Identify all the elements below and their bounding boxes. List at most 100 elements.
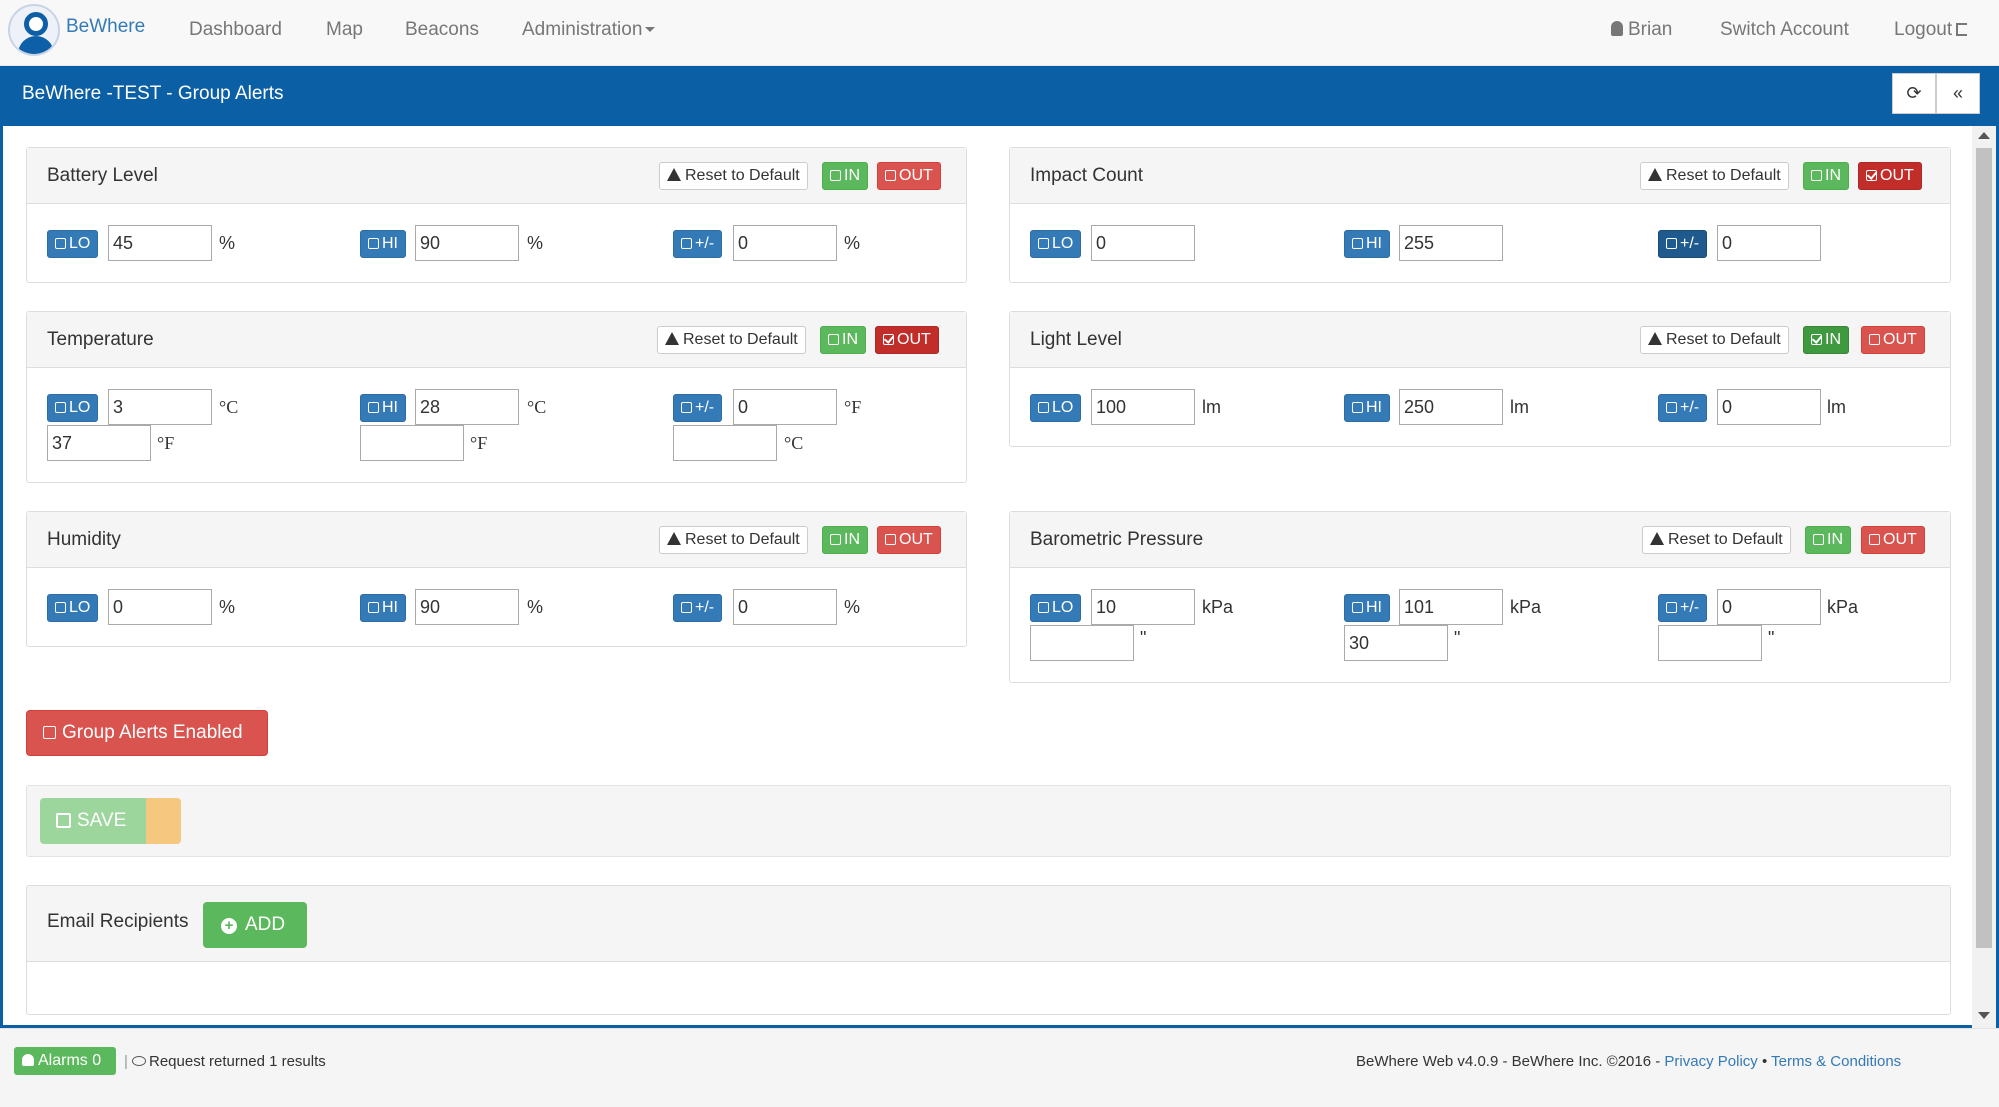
pm-toggle[interactable]: +/- bbox=[1658, 594, 1708, 622]
alarms-button[interactable]: Alarms 0 bbox=[14, 1047, 116, 1075]
hi-input[interactable]: 101 bbox=[1399, 589, 1503, 625]
lo-inches-input[interactable] bbox=[1030, 625, 1134, 661]
lo-input[interactable]: 0 bbox=[1091, 225, 1195, 261]
light-level-card: Light Level Reset to Default IN OUT LO 1… bbox=[1009, 311, 1951, 447]
reset-default-button[interactable]: Reset to Default bbox=[1640, 162, 1789, 190]
pm-input[interactable]: 0 bbox=[1717, 389, 1821, 425]
hi-toggle[interactable]: HI bbox=[360, 394, 406, 422]
pm-toggle[interactable]: +/- bbox=[673, 594, 723, 622]
hi-toggle[interactable]: HI bbox=[1344, 230, 1390, 258]
reset-label: Reset to Default bbox=[685, 167, 800, 184]
out-label: OUT bbox=[1883, 531, 1917, 548]
lo-label: LO bbox=[1052, 235, 1074, 252]
scroll-down-icon[interactable] bbox=[1978, 1012, 1990, 1019]
reset-default-button[interactable]: Reset to Default bbox=[1640, 326, 1789, 354]
group-alerts-enabled-button[interactable]: Group Alerts Enabled bbox=[26, 710, 268, 756]
pm-input[interactable]: 0 bbox=[1717, 225, 1821, 261]
temperature-header: Temperature Reset to Default IN OUT bbox=[27, 312, 966, 368]
in-toggle[interactable]: IN bbox=[820, 326, 866, 354]
save-secondary-button[interactable] bbox=[146, 798, 181, 844]
footer-bullet: • bbox=[1761, 1053, 1768, 1070]
save-bar: SAVE bbox=[26, 785, 1951, 857]
terms-link[interactable]: Terms & Conditions bbox=[1771, 1053, 1902, 1070]
pm-input[interactable]: 0 bbox=[733, 225, 837, 261]
comment-icon bbox=[132, 1056, 146, 1066]
hi-label: HI bbox=[382, 399, 398, 416]
checkbox-icon bbox=[55, 602, 66, 613]
hi-input[interactable]: 90 bbox=[415, 589, 519, 625]
out-toggle[interactable]: OUT bbox=[1861, 326, 1925, 354]
reset-default-button[interactable]: Reset to Default bbox=[659, 162, 808, 190]
in-toggle[interactable]: IN bbox=[1805, 526, 1851, 554]
barometric-pressure-card: Barometric Pressure Reset to Default IN … bbox=[1009, 511, 1951, 683]
in-toggle[interactable]: IN bbox=[822, 162, 868, 190]
reset-label: Reset to Default bbox=[685, 531, 800, 548]
nav-switch-account[interactable]: Switch Account bbox=[1720, 19, 1849, 40]
add-recipient-button[interactable]: + ADD bbox=[203, 902, 307, 948]
out-toggle[interactable]: OUT bbox=[877, 526, 941, 554]
save-button[interactable]: SAVE bbox=[40, 798, 146, 844]
nav-administration[interactable]: Administration bbox=[522, 19, 656, 41]
lo-toggle[interactable]: LO bbox=[47, 394, 99, 422]
bewhere-logo[interactable] bbox=[8, 4, 60, 56]
pm-input[interactable]: 0 bbox=[733, 389, 837, 425]
pm-inches-input[interactable] bbox=[1658, 625, 1762, 661]
pm-celsius-input[interactable] bbox=[673, 425, 777, 461]
pm-toggle[interactable]: +/- bbox=[673, 394, 723, 422]
lo-toggle[interactable]: LO bbox=[1030, 230, 1082, 258]
hi-inches-input[interactable]: 30 bbox=[1344, 625, 1448, 661]
lo-input[interactable]: 100 bbox=[1091, 389, 1195, 425]
hi-toggle[interactable]: HI bbox=[360, 230, 406, 258]
lo-toggle[interactable]: LO bbox=[47, 594, 99, 622]
pm-toggle[interactable]: +/- bbox=[673, 230, 723, 258]
lo-input[interactable]: 45 bbox=[108, 225, 212, 261]
out-toggle[interactable]: OUT bbox=[875, 326, 939, 354]
pm-input[interactable]: 0 bbox=[1717, 589, 1821, 625]
out-toggle[interactable]: OUT bbox=[877, 162, 941, 190]
collapse-button[interactable]: « bbox=[1936, 73, 1980, 114]
lo-toggle[interactable]: LO bbox=[1030, 394, 1082, 422]
in-toggle[interactable]: IN bbox=[1803, 326, 1849, 354]
lo-toggle[interactable]: LO bbox=[1030, 594, 1082, 622]
card-title: Humidity bbox=[47, 529, 121, 550]
hi-fahrenheit-input[interactable] bbox=[360, 425, 464, 461]
in-label: IN bbox=[1825, 167, 1841, 184]
reset-default-button[interactable]: Reset to Default bbox=[1642, 526, 1791, 554]
checkbox-icon bbox=[681, 602, 692, 613]
vertical-scrollbar[interactable] bbox=[1972, 126, 1996, 1028]
lo-toggle[interactable]: LO bbox=[47, 230, 99, 258]
scroll-up-icon[interactable] bbox=[1978, 132, 1990, 139]
hi-toggle[interactable]: HI bbox=[1344, 394, 1390, 422]
out-toggle[interactable]: OUT bbox=[1858, 162, 1922, 190]
privacy-policy-link[interactable]: Privacy Policy bbox=[1664, 1053, 1758, 1070]
out-toggle[interactable]: OUT bbox=[1861, 526, 1925, 554]
pm-toggle[interactable]: +/- bbox=[1658, 394, 1708, 422]
nav-beacons[interactable]: Beacons bbox=[405, 19, 479, 40]
in-toggle[interactable]: IN bbox=[1803, 162, 1849, 190]
in-label: IN bbox=[1825, 331, 1841, 348]
nav-logout[interactable]: Logout bbox=[1894, 19, 1968, 41]
refresh-button[interactable]: ⟳ bbox=[1892, 73, 1936, 114]
pm-toggle[interactable]: +/- bbox=[1658, 230, 1708, 258]
scrollbar-thumb[interactable] bbox=[1976, 148, 1992, 948]
hi-input[interactable]: 90 bbox=[415, 225, 519, 261]
pm-input[interactable]: 0 bbox=[733, 589, 837, 625]
hi-toggle[interactable]: HI bbox=[360, 594, 406, 622]
checkbox-icon bbox=[830, 170, 841, 181]
hi-toggle[interactable]: HI bbox=[1344, 594, 1390, 622]
brand-link[interactable]: BeWhere bbox=[66, 16, 146, 37]
reset-default-button[interactable]: Reset to Default bbox=[659, 526, 808, 554]
hi-input[interactable]: 28 bbox=[415, 389, 519, 425]
hi-input[interactable]: 255 bbox=[1399, 225, 1503, 261]
in-toggle[interactable]: IN bbox=[822, 526, 868, 554]
nav-dashboard[interactable]: Dashboard bbox=[189, 19, 282, 40]
lo-input[interactable]: 3 bbox=[108, 389, 212, 425]
nav-map[interactable]: Map bbox=[326, 19, 363, 40]
lo-input[interactable]: 10 bbox=[1091, 589, 1195, 625]
nav-user[interactable]: Brian bbox=[1611, 19, 1672, 41]
reset-default-button[interactable]: Reset to Default bbox=[657, 326, 806, 354]
page-title: BeWhere -TEST - Group Alerts bbox=[22, 83, 284, 104]
lo-fahrenheit-input[interactable]: 37 bbox=[47, 425, 151, 461]
lo-input[interactable]: 0 bbox=[108, 589, 212, 625]
hi-input[interactable]: 250 bbox=[1399, 389, 1503, 425]
